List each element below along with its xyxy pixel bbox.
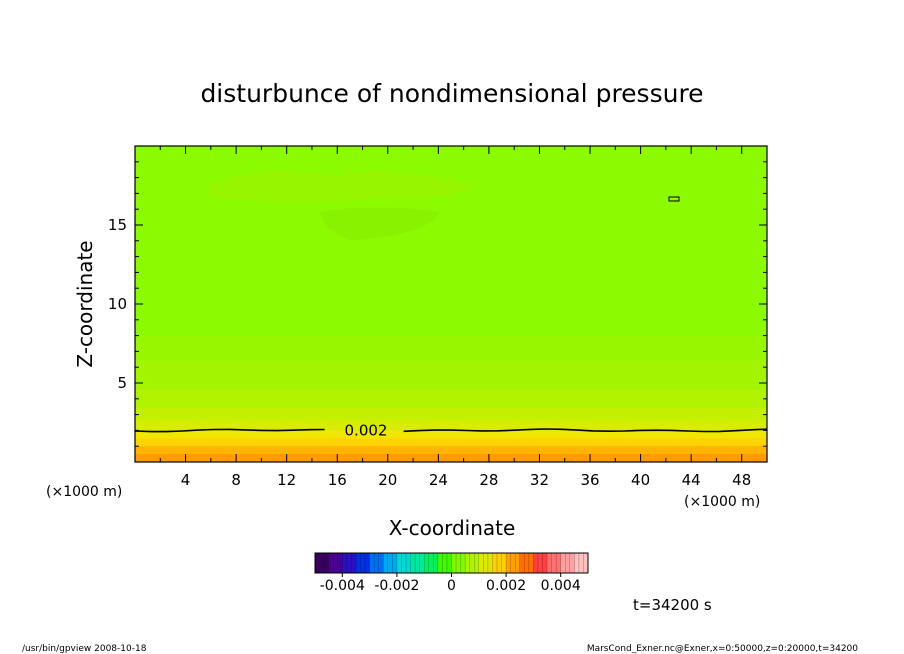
footer-left: /usr/bin/gpview 2008-10-18 xyxy=(22,644,147,654)
x-tick-label: 28 xyxy=(479,471,498,489)
x-axis-label: X-coordinate xyxy=(389,516,516,540)
colorbar-tick-label: -0.002 xyxy=(374,578,419,594)
colorbar-cell xyxy=(410,553,425,573)
colorbar-tick-label: -0.004 xyxy=(320,578,365,594)
colorbar-cell xyxy=(396,553,411,573)
time-label: t=34200 s xyxy=(633,596,712,614)
y-tick-label: 15 xyxy=(108,216,127,234)
colorbar-cell xyxy=(328,553,343,573)
y-unit-label: (×1000 m) xyxy=(46,484,122,500)
colorbar-cell xyxy=(424,553,439,573)
x-tick-label: 48 xyxy=(732,471,751,489)
colorbar-cell xyxy=(465,553,480,573)
colorbar-cell xyxy=(315,553,329,573)
y-axis-label: Z-coordinate xyxy=(73,240,97,367)
colorbar-cell xyxy=(533,553,548,573)
colorbar-cell xyxy=(369,553,384,573)
colorbar-cell xyxy=(383,553,398,573)
fill-band xyxy=(135,454,767,462)
y-tick-label: 10 xyxy=(108,295,127,313)
fill-bands xyxy=(135,146,767,462)
x-tick-label: 8 xyxy=(231,471,241,489)
colorbar-cell xyxy=(451,553,466,573)
y-tick-label: 5 xyxy=(117,374,127,392)
x-tick-label: 4 xyxy=(181,471,191,489)
contour-line xyxy=(134,428,768,433)
contour-lines: 0.002 xyxy=(134,421,768,439)
x-unit-label: (×1000 m) xyxy=(684,494,760,510)
colorbar-cell xyxy=(506,553,521,573)
colorbar-cell xyxy=(574,553,589,573)
colorbar-cell xyxy=(437,553,452,573)
x-tick-label: 20 xyxy=(378,471,397,489)
x-tick-label: 40 xyxy=(631,471,650,489)
x-tick-label: 36 xyxy=(580,471,599,489)
colorbar: -0.004 -0.002 0 0.002 0.004 xyxy=(314,552,589,594)
colorbar-tick-label: 0.004 xyxy=(541,578,581,594)
footer-right: MarsCond_Exner.nc@Exner,x=0:50000,z=0:20… xyxy=(587,644,858,654)
colorbar-cell xyxy=(519,553,534,573)
colorbar-cell xyxy=(547,553,561,573)
chart-title: disturbunce of nondimensional pressure xyxy=(200,79,703,108)
colorbar-cell xyxy=(560,553,575,573)
field-texture xyxy=(210,171,680,240)
small-contour xyxy=(668,196,680,202)
colorbar-cell xyxy=(478,553,493,573)
field-patch xyxy=(320,207,440,240)
x-tick-label: 16 xyxy=(328,471,347,489)
colorbar-cell xyxy=(492,553,507,573)
colorbar-tick-label: 0.002 xyxy=(486,578,526,594)
contour-label: 0.002 xyxy=(345,421,388,439)
colorbar-tick-label: 0 xyxy=(447,578,456,594)
x-tick-label: 32 xyxy=(530,471,549,489)
x-tick-label: 24 xyxy=(429,471,448,489)
x-tick-label: 44 xyxy=(682,471,701,489)
colorbar-cell xyxy=(355,553,370,573)
colorbar-cell xyxy=(342,553,357,573)
x-tick-label: 12 xyxy=(277,471,296,489)
field-patch xyxy=(210,171,472,203)
